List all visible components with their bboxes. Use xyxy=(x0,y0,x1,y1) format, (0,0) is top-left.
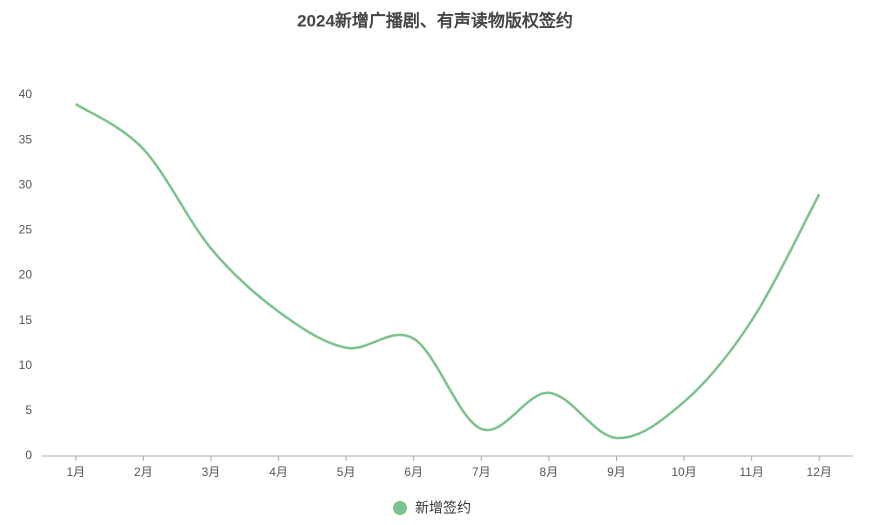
y-tick-label: 40 xyxy=(19,87,33,101)
x-tick-label: 2月 xyxy=(134,465,153,479)
x-tick-label: 10月 xyxy=(671,465,696,479)
legend-label: 新增签约 xyxy=(415,500,471,516)
y-tick-label: 30 xyxy=(19,177,33,191)
y-tick-label: 0 xyxy=(25,448,32,462)
x-tick-label: 12月 xyxy=(807,465,832,479)
x-tick-label: 5月 xyxy=(337,465,356,479)
x-tick-label: 9月 xyxy=(607,465,626,479)
y-tick-label: 10 xyxy=(19,358,33,372)
chart-title: 2024新增广播剧、有声读物版权签约 xyxy=(297,10,573,30)
x-tick-label: 3月 xyxy=(202,465,221,479)
y-tick-label: 20 xyxy=(19,268,33,282)
x-tick-label: 1月 xyxy=(66,465,85,479)
y-tick-label: 5 xyxy=(25,403,32,417)
x-tick-label: 11月 xyxy=(739,465,763,479)
x-tick-label: 6月 xyxy=(404,465,423,479)
legend-marker xyxy=(393,501,407,515)
x-tick-label: 7月 xyxy=(472,465,491,479)
x-tick-label: 8月 xyxy=(540,465,559,479)
y-tick-label: 35 xyxy=(19,132,33,146)
y-tick-label: 25 xyxy=(19,223,33,237)
x-tick-label: 4月 xyxy=(269,465,288,479)
y-tick-label: 15 xyxy=(19,313,33,327)
line xyxy=(75,102,821,440)
